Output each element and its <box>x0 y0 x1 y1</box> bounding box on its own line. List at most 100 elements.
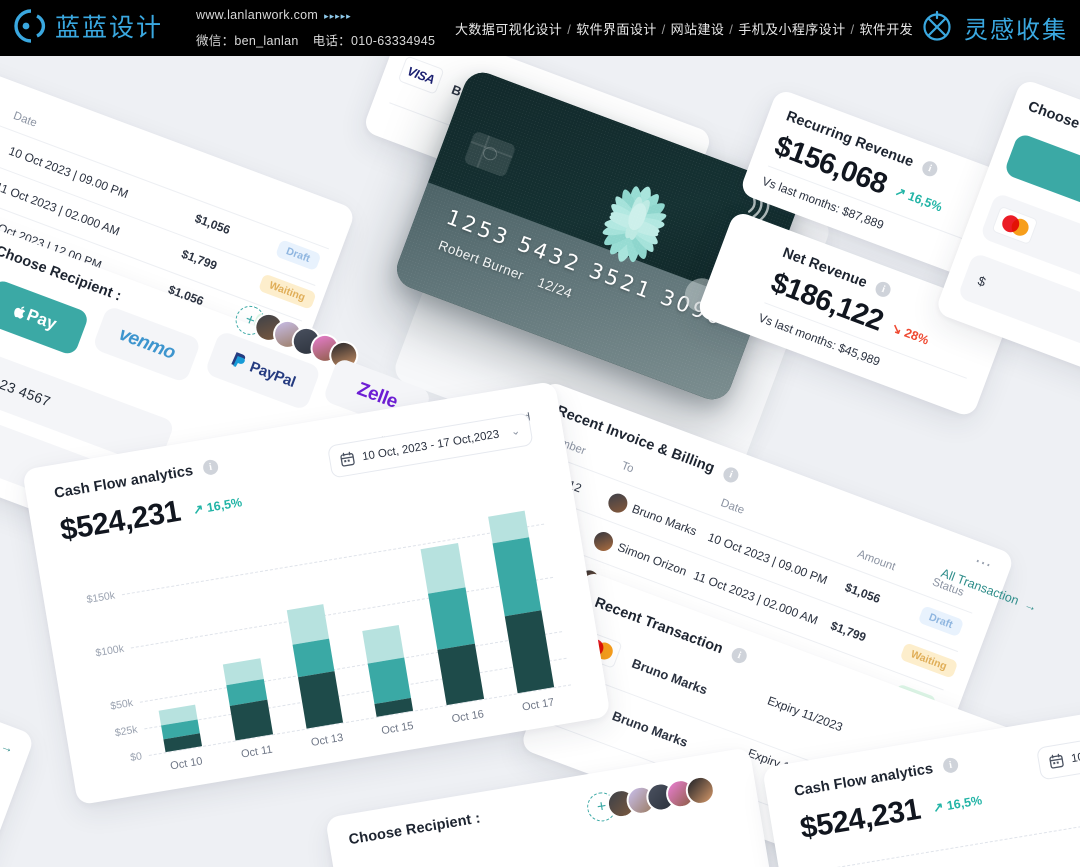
arrow-up-right-icon: ↗ <box>191 501 205 517</box>
x-axis-tick: Oct 16 <box>450 708 485 726</box>
arrow-right-icon: → <box>0 738 16 757</box>
transfer-card-partial-bottom: Choose Recipient : <box>325 747 783 867</box>
chart-bar-segment-income <box>367 657 412 705</box>
gridline <box>121 523 545 596</box>
chart-bar[interactable] <box>487 510 554 694</box>
x-axis-tick: Oct 10 <box>169 755 204 773</box>
visa-icon: VISA <box>397 55 445 95</box>
info-icon[interactable]: i <box>721 465 741 485</box>
cashflow-delta-partial: ↗ 16,5% <box>931 792 983 815</box>
y-axis-tick: $50k <box>109 696 134 713</box>
x-axis-tick: Oct 11 <box>240 743 274 761</box>
chevron-down-icon[interactable]: ⌄ <box>510 425 522 439</box>
y-axis-tick: $100k <box>94 643 125 660</box>
paypal-label: PayPal <box>247 357 298 391</box>
chart-bar[interactable] <box>286 603 343 729</box>
all-transaction-link-partial[interactable]: n → <box>0 734 16 756</box>
y-axis-tick: $25k <box>113 723 139 740</box>
recurring-revenue-delta: ↗ 16,5% <box>893 184 945 215</box>
gridline <box>144 657 567 730</box>
transaction-expiry: Expiry 11/2023 <box>765 693 845 735</box>
column-header-amount: Amount <box>855 548 898 574</box>
arrows-icon: ▸▸▸▸▸ <box>324 11 352 21</box>
payment-method-applepay[interactable]: Pay <box>0 278 90 357</box>
chart-bar-segment-expand <box>297 671 343 729</box>
transaction-card-partial-left: n → 192.00 $110.00 <box>0 655 36 867</box>
cashflow-chart-plot: $0 $25k $50k $100k $150k Oct 10 Oct 11 Oct 13 Oc… <box>86 497 572 772</box>
inspiration-brand-name: 灵感收集 <box>964 15 1068 44</box>
info-icon[interactable]: i <box>202 458 220 477</box>
invoice-amount: $1,056 <box>843 580 883 607</box>
arrow-up-right-icon: ↗ <box>931 799 945 815</box>
inspiration-logo-icon <box>919 9 955 45</box>
venmo-label: venmo <box>115 323 178 364</box>
amount-partial: $ <box>976 272 989 290</box>
x-axis-tick: Oct 15 <box>380 719 415 738</box>
calendar-icon <box>1049 753 1064 769</box>
transaction-amount-partial: 192.00 <box>0 764 3 793</box>
mastercard-icon <box>991 205 1039 245</box>
choose-recipient-heading-bottom: Choose Recipient : <box>347 810 482 849</box>
y-axis-tick: $0 <box>129 750 143 764</box>
brand-logo: 蓝蓝设计 <box>14 8 163 44</box>
gridline <box>139 630 563 703</box>
chart-bar[interactable] <box>223 658 273 741</box>
date-range-picker-partial[interactable]: 10 <box>1036 729 1080 781</box>
lanlan-logo-icon <box>14 9 48 43</box>
y-axis-tick: $150k <box>85 589 116 607</box>
invoice-amount: $1,799 <box>828 618 869 645</box>
invoice-amount: $1,799 <box>179 246 219 273</box>
gridline <box>148 684 572 756</box>
credit-card[interactable]: 1253 5432 3521 3090 Robert Burner12/24 <box>391 67 804 405</box>
payment-method-venmo[interactable]: venmo <box>91 305 202 384</box>
arrow-right-icon: → <box>1022 597 1040 615</box>
column-header-date: Date <box>718 497 746 517</box>
chart-bar[interactable] <box>158 704 203 753</box>
info-icon[interactable]: i <box>942 756 960 775</box>
cashflow-value-partial: $524,231 <box>797 792 923 846</box>
paypal-icon <box>231 352 245 367</box>
cashflow-value: $524,231 <box>57 494 183 548</box>
transaction-name: Bruno Marks <box>610 708 690 750</box>
arrow-up-right-icon: ↗ <box>893 184 908 201</box>
transfer-card: Choose Recipient : + Pay venmo <box>0 182 433 608</box>
choose-recipient-heading-partial: Choose <box>1025 98 1080 133</box>
x-axis-tick: Oct 17 <box>521 696 556 714</box>
avatar <box>591 529 616 554</box>
date-range-value-partial: 10 <box>1070 750 1080 765</box>
status-badge: Draft <box>917 605 964 638</box>
cashflow-delta: ↗ 16,5% <box>191 494 243 517</box>
applepay-label: Pay <box>24 305 60 334</box>
chart-bar-segment-expand <box>504 610 554 694</box>
applepay-chip[interactable] <box>1003 132 1080 208</box>
invoice-amount: $1,056 <box>192 211 233 238</box>
payment-method-paypal[interactable]: PayPal <box>204 330 322 411</box>
more-horizontal-icon[interactable]: ⋯ <box>971 550 996 576</box>
watermark-banner: 蓝蓝设计 www.lanlanwork.com ▸▸▸▸▸ 微信：ben_lanl… <box>0 0 1080 56</box>
column-header-to: To <box>619 459 636 476</box>
banner-services: 大数据可视化设计 / 软件界面设计 / 网站建设 / 手机及小程序设计 / 软件开发 <box>455 22 914 37</box>
transaction-name: Bruno Marks <box>629 655 710 698</box>
info-icon[interactable]: i <box>873 280 894 300</box>
info-icon[interactable]: i <box>729 646 749 666</box>
chart-bar-segment-expand <box>437 643 484 706</box>
calendar-icon <box>340 451 355 467</box>
net-revenue-delta: ↘ 28% <box>889 320 931 348</box>
column-header-date: Date <box>11 109 39 130</box>
chart-bar-segment-income <box>428 587 475 650</box>
chart-bar-segment-expand <box>230 700 273 741</box>
info-icon[interactable]: i <box>920 159 940 179</box>
succulent-graphic <box>602 186 667 263</box>
chart-bar-segment-profit <box>420 542 466 594</box>
banner-contact: 微信：ben_lanlan 电话：010-63334945 <box>196 34 436 48</box>
brand-name: 蓝蓝设计 <box>55 13 164 42</box>
date-range-picker[interactable]: 10 Oct, 2023 - 17 Oct,2023 ⌄ <box>327 412 534 479</box>
banner-website: www.lanlanwork.com ▸▸▸▸▸ <box>196 8 352 22</box>
chart-bar[interactable] <box>362 625 414 717</box>
chart-bar-segment-income <box>492 537 542 617</box>
avatar <box>605 490 631 516</box>
x-axis-tick: Oct 13 <box>310 731 345 749</box>
arrow-down-right-icon: ↘ <box>889 320 905 338</box>
